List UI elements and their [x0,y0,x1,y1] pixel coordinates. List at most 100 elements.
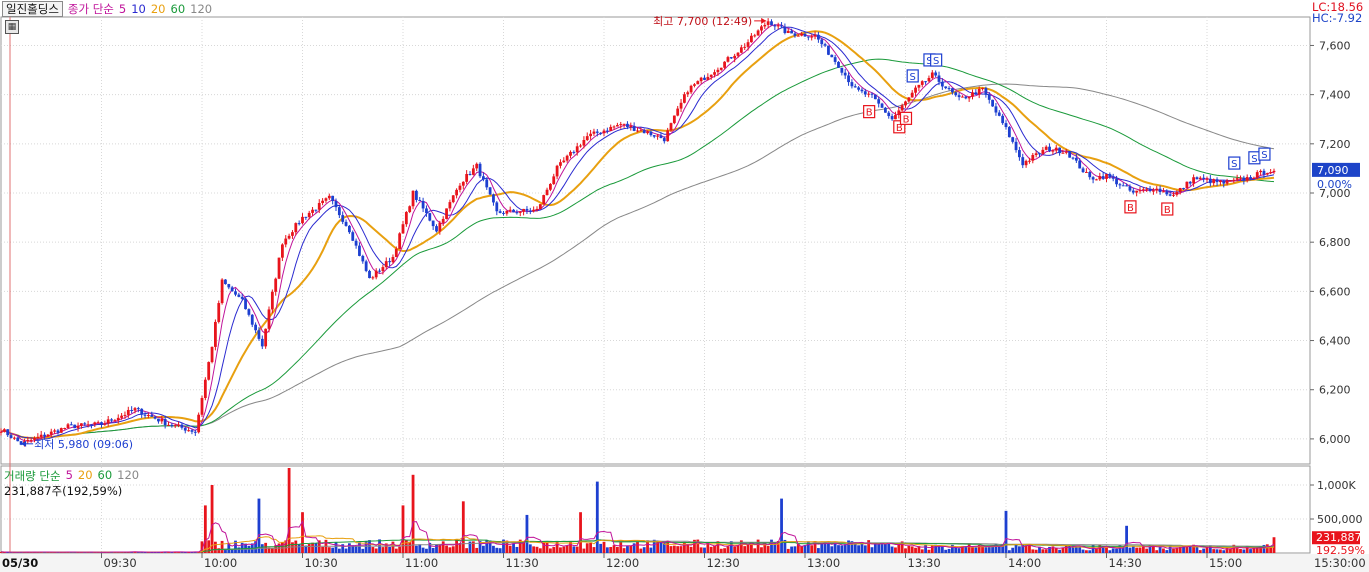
candle-body [113,420,117,422]
volume-bar [505,540,509,553]
volume-bar [850,541,854,553]
candle-body [1145,189,1149,191]
volume-bar [545,542,549,553]
candle-body [1168,194,1172,196]
volume-bar [1172,548,1175,553]
indicator-label[interactable]: 종가 단순 [67,2,114,16]
candle-body [974,92,978,95]
volume-bar [1095,548,1098,553]
stock-name-button[interactable]: 일진홀딩스 [2,1,63,17]
volume-bar [512,543,515,553]
chart-menu-icon[interactable]: ▦ [5,20,19,34]
buy-signal-marker: B [1161,202,1174,216]
volume-bar [234,540,237,553]
volume-bar [482,545,485,553]
candle-body [173,425,177,427]
volume-bar [1048,546,1051,553]
volume-bar [1108,550,1112,553]
volume-bar [706,542,710,553]
volume-bar [726,546,730,553]
ma-120-line [0,83,1275,439]
volume-bar [930,545,934,553]
volume-bar [1044,549,1048,553]
candle-body [823,44,827,46]
candle-body [123,414,127,416]
candle-body [451,195,455,203]
volume-indicator-label[interactable]: 거래량 단순 [4,469,61,483]
volume-bar [116,552,120,553]
candle-body [917,84,921,88]
candle-body [1014,141,1018,151]
candle-body [9,435,13,439]
sell-signal-marker: S [1258,147,1271,161]
volume-bar [398,546,402,553]
candle-body [572,151,576,153]
candle-body [110,419,113,421]
candle-body [522,208,525,212]
candle-body [394,248,398,257]
candle-body [770,21,773,26]
candle-body [6,429,10,436]
candle-body [187,430,190,432]
volume-bar [1175,547,1179,553]
candle-body [733,55,737,59]
volume-bar [1034,549,1038,553]
candle-body [927,77,931,82]
candle-body [830,54,834,58]
candle-body [636,130,639,132]
candle-body [1125,185,1128,187]
candle-body [1041,149,1045,154]
candle-body [438,222,442,232]
vol-ma-60-label: 60 [97,468,113,482]
candle-body [1101,176,1105,179]
candle-body [562,160,566,163]
candle-body [1051,150,1055,152]
candle-body [505,210,509,214]
volume-bar [820,542,824,553]
volume-bar [1085,550,1088,553]
candle-body [616,125,619,127]
candle-body [398,233,402,249]
candle-body [1232,179,1236,181]
chart-annotations: 최고 7,700 (12:49) 최저 5,980 (09:06) [21,15,767,451]
signal-label: S [926,56,932,67]
candle-body [207,362,211,380]
candle-body [26,439,30,442]
time-tick-label: 10:00 [204,556,237,570]
volume-bar [1185,545,1189,553]
candle-body [96,422,100,424]
volume-bar [753,548,757,553]
volume-bar [1118,545,1122,553]
candle-body [495,202,499,212]
candle-body [1115,178,1118,185]
candle-body [1175,191,1179,195]
volume-bar [833,543,837,553]
candle-body [1249,177,1252,179]
candle-body [441,218,445,223]
candle-body [19,441,23,445]
candle-body [997,112,1001,116]
volume-bar [884,543,887,553]
candle-body [458,185,462,190]
candle-body [126,409,130,415]
volume-bar [1078,546,1082,553]
candle-body [1098,176,1102,180]
candle-body [756,30,760,36]
signal-box [899,111,913,125]
volume-bar [763,542,767,553]
candle-body [877,99,881,104]
candle-body [59,428,63,433]
volume-header: 거래량 단순 5 20 60 120 [4,468,139,484]
candle-body [817,34,820,40]
candle-body [324,198,328,201]
candle-body [713,72,716,75]
volume-bar [991,546,994,553]
candle-body [666,130,670,142]
volume-bar [562,546,566,553]
volume-bar [361,548,365,553]
volume-bar [1192,544,1195,553]
candle-body [1212,179,1216,184]
candle-body [837,61,840,68]
candle-body [595,131,599,133]
candle-body [180,424,184,428]
